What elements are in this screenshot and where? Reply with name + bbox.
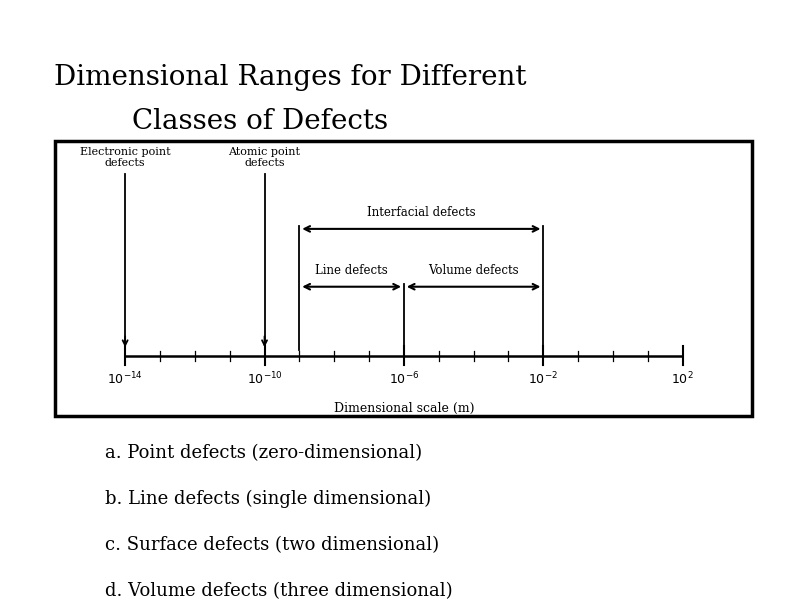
Text: Volume defects: Volume defects (428, 264, 519, 277)
Text: $10^{-2}$: $10^{-2}$ (528, 371, 558, 387)
Text: c. Surface defects (two dimensional): c. Surface defects (two dimensional) (105, 536, 440, 554)
Text: Electronic point
defects: Electronic point defects (80, 147, 170, 168)
Text: Dimensional scale (m): Dimensional scale (m) (333, 403, 474, 416)
Text: Atomic point
defects: Atomic point defects (229, 147, 300, 168)
Text: $10^{2}$: $10^{2}$ (672, 371, 694, 387)
Text: Dimensional Ranges for Different: Dimensional Ranges for Different (54, 64, 527, 91)
Text: d. Volume defects (three dimensional): d. Volume defects (three dimensional) (105, 582, 453, 600)
Text: $10^{-6}$: $10^{-6}$ (389, 371, 419, 387)
Text: Interfacial defects: Interfacial defects (367, 206, 476, 219)
Text: Line defects: Line defects (315, 264, 388, 277)
Text: Classes of Defects: Classes of Defects (132, 108, 388, 135)
Bar (55, 141, 752, 416)
Text: $10^{-10}$: $10^{-10}$ (246, 371, 283, 387)
Text: $10^{-14}$: $10^{-14}$ (107, 371, 143, 387)
Text: a. Point defects (zero-dimensional): a. Point defects (zero-dimensional) (105, 444, 422, 462)
Text: b. Line defects (single dimensional): b. Line defects (single dimensional) (105, 490, 432, 509)
